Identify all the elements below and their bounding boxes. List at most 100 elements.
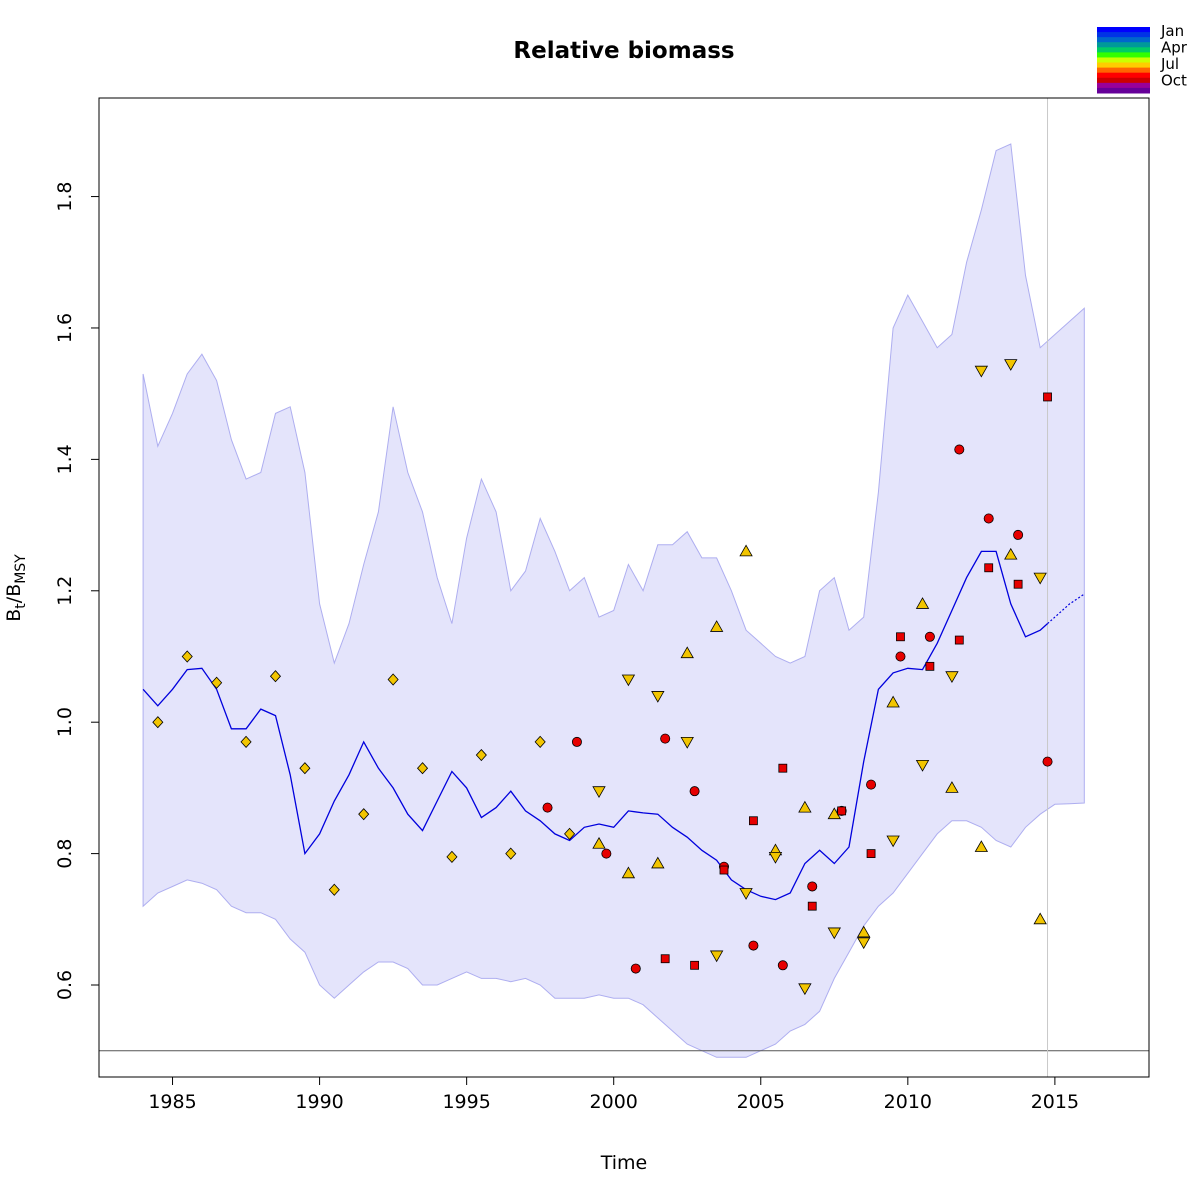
data-point <box>621 674 636 687</box>
legend-color-band <box>1097 47 1150 53</box>
data-point <box>886 695 900 708</box>
data-point <box>240 735 252 749</box>
y-label-sub-t: t <box>13 603 29 609</box>
data-point <box>651 856 665 869</box>
legend-label-jul: Jul <box>1160 55 1179 73</box>
data-point <box>954 635 964 645</box>
data-point <box>984 563 994 573</box>
y-tick-label: 1.0 <box>54 707 76 737</box>
data-point <box>974 365 989 378</box>
legend-label-jan: Jan <box>1160 22 1184 40</box>
data-point <box>1033 572 1047 585</box>
data-point <box>857 925 871 938</box>
data-point <box>475 748 487 762</box>
data-point <box>983 513 994 524</box>
data-point <box>866 849 876 859</box>
y-tick-label: 1.6 <box>54 313 76 343</box>
data-point <box>798 983 812 996</box>
legend-color-band <box>1097 62 1150 69</box>
legend-color-band <box>1097 32 1150 38</box>
y-tick-label: 1.2 <box>54 576 76 606</box>
data-point <box>592 786 606 798</box>
data-point <box>660 733 671 744</box>
x-tick-label: 2005 <box>737 1091 785 1113</box>
y-label-sep: /B <box>3 584 25 603</box>
data-point <box>1042 756 1053 767</box>
index-series-square <box>660 392 1052 970</box>
data-point <box>748 940 759 951</box>
data-point <box>709 950 724 963</box>
data-point <box>798 800 812 813</box>
y-tick-label: 0.8 <box>54 838 76 868</box>
data-point <box>181 650 193 663</box>
data-point <box>299 762 311 775</box>
data-point <box>358 808 370 821</box>
data-point <box>925 661 935 671</box>
data-point <box>915 597 930 609</box>
data-point <box>1013 529 1024 540</box>
biomass-estimate-line <box>142 550 1048 901</box>
data-point <box>690 960 699 970</box>
index-series-triangle-up <box>592 544 1047 938</box>
data-point <box>621 866 636 879</box>
data-point <box>837 806 847 816</box>
data-point <box>924 631 935 642</box>
data-point <box>505 847 517 860</box>
data-point <box>571 736 582 747</box>
data-point <box>446 850 458 863</box>
data-point <box>651 691 665 703</box>
data-point <box>719 865 729 875</box>
y-tick-label: 0.6 <box>54 970 76 1000</box>
chart-title: Relative biomass <box>513 38 734 64</box>
data-point <box>974 840 989 852</box>
data-point <box>777 960 788 971</box>
x-tick-label: 2015 <box>1031 1091 1079 1113</box>
y-tick-label: 1.8 <box>54 181 76 211</box>
data-point <box>269 670 282 683</box>
data-point <box>1004 547 1018 560</box>
legend-label-oct: Oct <box>1161 72 1187 90</box>
data-point <box>1033 912 1047 925</box>
data-point <box>689 786 700 797</box>
plot-area <box>99 98 1149 1077</box>
data-point <box>945 671 959 684</box>
x-axis-label: Time <box>600 1152 648 1174</box>
data-point <box>680 737 694 749</box>
data-point <box>739 888 753 900</box>
legend-color-band <box>1097 37 1150 43</box>
legend-color-band <box>1097 27 1150 33</box>
data-point <box>534 735 546 749</box>
data-point <box>886 835 900 848</box>
x-tick-label: 1985 <box>148 1091 196 1113</box>
biomass-forecast-line <box>1047 593 1085 625</box>
legend-color-band <box>1097 87 1150 94</box>
x-tick-label: 2010 <box>884 1091 932 1113</box>
x-tick-label: 1995 <box>442 1091 490 1113</box>
data-point <box>778 763 788 773</box>
data-point <box>739 544 753 557</box>
legend-color-band <box>1097 57 1150 64</box>
data-point <box>416 762 429 775</box>
data-point <box>709 620 724 632</box>
data-point <box>680 646 694 659</box>
data-point <box>152 716 164 729</box>
data-point <box>387 673 399 686</box>
data-point <box>827 927 841 940</box>
data-point <box>564 827 576 840</box>
y-label-main: B <box>3 609 25 622</box>
data-point <box>807 901 817 911</box>
data-point <box>954 444 965 455</box>
data-point <box>630 963 641 974</box>
legend-color-band <box>1097 67 1150 74</box>
y-label-sub-msy: MSY <box>13 554 29 584</box>
data-point <box>660 954 670 964</box>
data-point <box>592 836 606 849</box>
data-point <box>945 781 959 793</box>
data-point <box>866 779 877 790</box>
x-tick-label: 1990 <box>295 1091 343 1113</box>
data-point <box>749 816 758 826</box>
data-point <box>542 802 553 813</box>
data-point <box>915 760 930 772</box>
confidence-band <box>142 143 1085 1058</box>
